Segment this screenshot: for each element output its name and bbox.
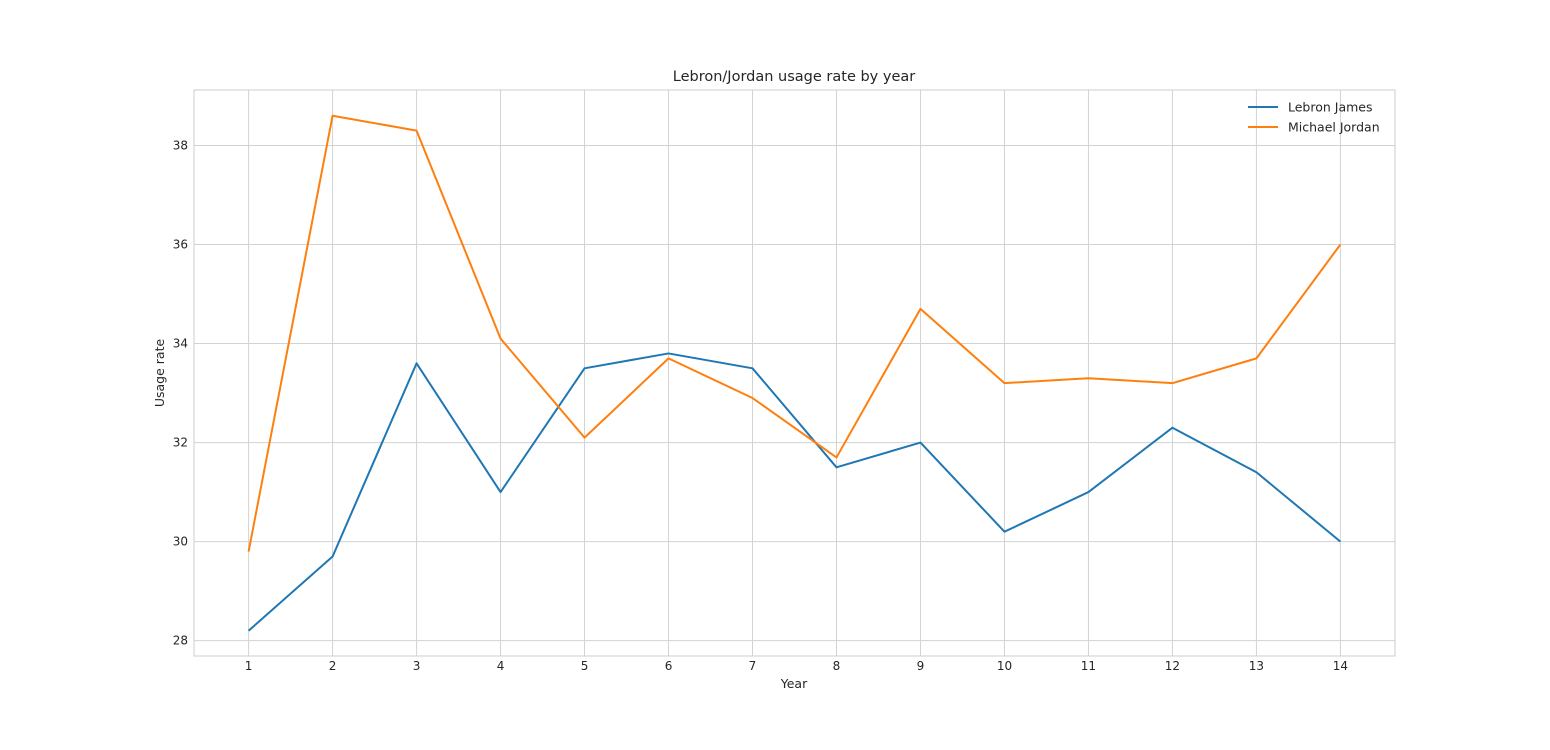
x-axis-ticks: 1 2 3 4 5 6 7 8 9 10 11 12 13 14 <box>245 659 1348 673</box>
x-tick-label: 8 <box>833 659 841 673</box>
y-tick-label: 36 <box>173 237 188 251</box>
y-tick-label: 28 <box>173 634 188 648</box>
y-axis-label: Usage rate <box>152 339 167 408</box>
x-tick-label: 4 <box>497 659 505 673</box>
x-tick-label: 10 <box>997 659 1012 673</box>
x-axis-label: Year <box>780 676 808 691</box>
x-tick-label: 9 <box>917 659 925 673</box>
x-tick-label: 2 <box>329 659 337 673</box>
x-tick-label: 14 <box>1333 659 1348 673</box>
y-axis-ticks: 28 30 32 34 36 38 <box>173 138 188 647</box>
x-tick-label: 3 <box>413 659 421 673</box>
chart-title: Lebron/Jordan usage rate by year <box>673 69 915 85</box>
x-tick-label: 7 <box>749 659 757 673</box>
plot-frame <box>193 89 1396 657</box>
y-tick-label: 34 <box>173 337 188 351</box>
x-tick-label: 13 <box>1249 659 1264 673</box>
x-tick-label: 11 <box>1081 659 1096 673</box>
series-line-michael-jordan <box>247 114 1342 552</box>
y-tick-label: 32 <box>173 436 188 450</box>
legend-label: Lebron James <box>1288 100 1373 115</box>
series-lines <box>247 114 1342 632</box>
series-line-lebron-james <box>247 352 1342 632</box>
x-tick-label: 12 <box>1165 659 1180 673</box>
y-tick-label: 38 <box>173 138 188 152</box>
x-tick-label: 6 <box>665 659 673 673</box>
legend-label: Michael Jordan <box>1288 120 1380 135</box>
x-tick-label: 1 <box>245 659 253 673</box>
y-tick-label: 30 <box>173 535 188 549</box>
x-tick-label: 5 <box>581 659 589 673</box>
legend-item-lebron-james: Lebron James <box>1248 100 1373 115</box>
legend-item-michael-jordan: Michael Jordan <box>1248 120 1380 135</box>
grid <box>194 90 1395 656</box>
legend: Lebron James Michael Jordan <box>1248 100 1380 135</box>
